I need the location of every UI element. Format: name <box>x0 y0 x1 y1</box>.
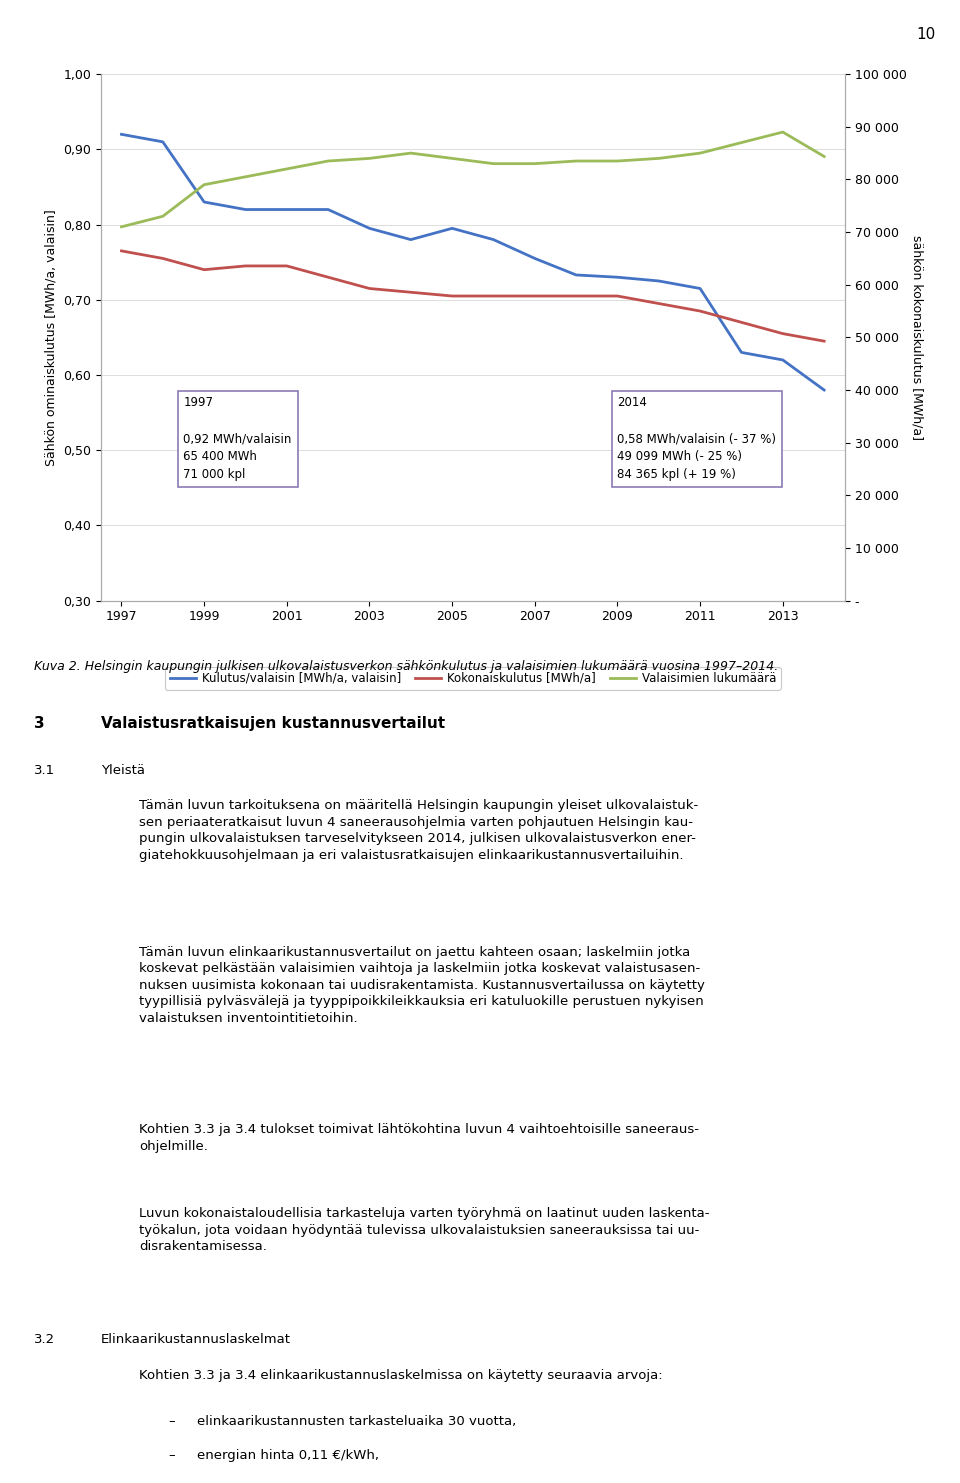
Text: 10: 10 <box>917 27 936 42</box>
Text: Luvun kokonaistaloudellisia tarkasteluja varten työryhmä on laatinut uuden laske: Luvun kokonaistaloudellisia tarkasteluja… <box>139 1207 709 1253</box>
Text: Kohtien 3.3 ja 3.4 elinkaarikustannuslaskelmissa on käytetty seuraavia arvoja:: Kohtien 3.3 ja 3.4 elinkaarikustannuslas… <box>139 1369 662 1382</box>
Text: Tämän luvun tarkoituksena on määritellä Helsingin kaupungin yleiset ulkovalaistu: Tämän luvun tarkoituksena on määritellä … <box>139 799 699 862</box>
Text: 3.1: 3.1 <box>34 764 55 777</box>
Y-axis label: sähkön kokonaiskulutus [MWh/a]: sähkön kokonaiskulutus [MWh/a] <box>910 234 924 440</box>
Text: 3: 3 <box>34 716 44 731</box>
Text: Yleistä: Yleistä <box>101 764 145 777</box>
Text: 2014
 
0,58 MWh/valaisin (- 37 %)
49 099 MWh (- 25 %)
84 365 kpl (+ 19 %): 2014 0,58 MWh/valaisin (- 37 %) 49 099 M… <box>617 396 777 482</box>
Text: –: – <box>168 1415 175 1428</box>
Y-axis label: Sähkön ominaiskulutus [MWh/a, valaisin]: Sähkön ominaiskulutus [MWh/a, valaisin] <box>44 209 58 466</box>
Text: Kohtien 3.3 ja 3.4 tulokset toimivat lähtökohtina luvun 4 vaihtoehtoisille sanee: Kohtien 3.3 ja 3.4 tulokset toimivat läh… <box>139 1123 699 1152</box>
Text: –: – <box>168 1449 175 1462</box>
Text: Elinkaarikustannuslaskelmat: Elinkaarikustannuslaskelmat <box>101 1333 291 1347</box>
Text: elinkaarikustannusten tarkasteluaika 30 vuotta,: elinkaarikustannusten tarkasteluaika 30 … <box>197 1415 516 1428</box>
Text: energian hinta 0,11 €/kWh,: energian hinta 0,11 €/kWh, <box>197 1449 379 1462</box>
Legend: Kulutus/valaisin [MWh/a, valaisin], Kokonaiskulutus [MWh/a], Valaisimien lukumää: Kulutus/valaisin [MWh/a, valaisin], Koko… <box>165 667 780 690</box>
Text: 1997
 
0,92 MWh/valaisin
65 400 MWh
71 000 kpl: 1997 0,92 MWh/valaisin 65 400 MWh 71 000… <box>183 396 292 482</box>
Text: 3.2: 3.2 <box>34 1333 55 1347</box>
Text: Kuva 2. Helsingin kaupungin julkisen ulkovalaistusverkon sähkönkulutus ja valais: Kuva 2. Helsingin kaupungin julkisen ulk… <box>34 660 778 673</box>
Text: Tämän luvun elinkaarikustannusvertailut on jaettu kahteen osaan; laskelmiin jotk: Tämän luvun elinkaarikustannusvertailut … <box>139 946 705 1025</box>
Text: Valaistusratkaisujen kustannusvertailut: Valaistusratkaisujen kustannusvertailut <box>101 716 444 731</box>
